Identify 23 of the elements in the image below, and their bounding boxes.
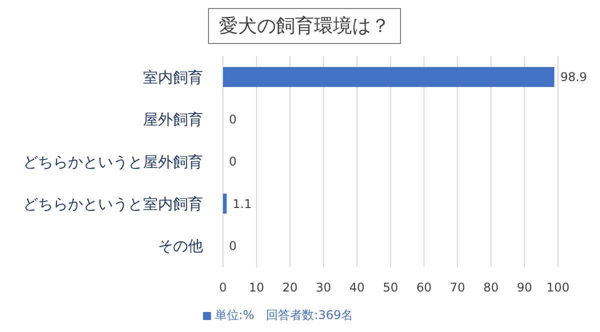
x-tick-label: 60 [416,280,432,295]
data-label: 98.9 [560,70,588,84]
y-tick-label: 室内飼育 [143,68,203,86]
data-label: 0 [229,154,237,169]
x-tick-label: 90 [516,280,532,295]
data-label: 0 [229,239,237,253]
y-tick-label: その他 [158,237,203,256]
legend-label: 単位:% 回答者数:369名 [214,308,354,322]
x-tick-label: 40 [349,280,365,295]
y-tick-label: どちらかというと室内飼育 [23,195,203,214]
y-tick-label: 屋外飼育 [143,110,203,129]
y-tick-label: どちらかというと屋外飼育 [23,152,203,171]
x-tick-label: 50 [382,280,398,295]
x-tick-label: 20 [282,280,298,295]
data-label: 0 [229,112,237,126]
x-tick-label: 10 [248,280,264,295]
x-tick-label: 30 [316,280,332,295]
data-label: 1.1 [232,196,252,211]
x-tick-label: 100 [546,280,570,295]
x-tick-label: 0 [219,280,227,295]
x-tick-label: 80 [483,280,499,295]
x-tick-label: 70 [450,280,466,295]
chart-title: 愛犬の飼育環境は？ [208,8,401,44]
